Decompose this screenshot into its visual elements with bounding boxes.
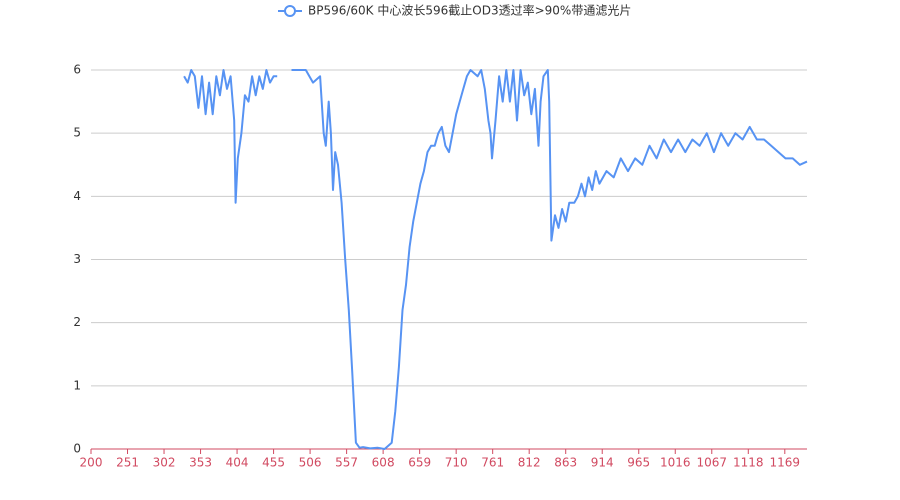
legend-text[interactable]: BP596/60K 中心波长596截止OD3透过率>90%带通滤光片 [308, 3, 631, 18]
x-tick-label: 914 [591, 456, 614, 470]
y-tick-label: 5 [73, 126, 81, 140]
x-tick-label: 812 [518, 456, 541, 470]
y-tick-label: 2 [73, 315, 81, 329]
x-tick-label: 404 [226, 456, 249, 470]
x-tick-label: 710 [445, 456, 468, 470]
x-tick-label: 863 [554, 456, 577, 470]
x-tick-label: 557 [335, 456, 358, 470]
x-tick-label: 251 [116, 456, 139, 470]
x-tick-label: 1169 [770, 456, 801, 470]
x-tick-label: 353 [189, 456, 212, 470]
x-tick-label: 455 [262, 456, 285, 470]
x-tick-label: 761 [481, 456, 504, 470]
x-tick-label: 1016 [660, 456, 691, 470]
y-tick-label: 1 [73, 378, 81, 392]
x-tick-label: 506 [299, 456, 322, 470]
y-tick-label: 6 [73, 63, 81, 77]
x-tick-label: 302 [153, 456, 176, 470]
y-tick-label: 4 [73, 189, 81, 203]
x-tick-label: 200 [80, 456, 103, 470]
y-tick-label: 3 [73, 252, 81, 266]
x-tick-label: 1118 [733, 456, 764, 470]
y-tick-label: 0 [73, 442, 81, 456]
x-tick-label: 965 [627, 456, 650, 470]
legend-symbol [284, 5, 296, 17]
x-tick-label: 608 [372, 456, 395, 470]
data-line [183, 69, 808, 450]
x-tick-label: 659 [408, 456, 431, 470]
x-tick-label: 1067 [696, 456, 727, 470]
